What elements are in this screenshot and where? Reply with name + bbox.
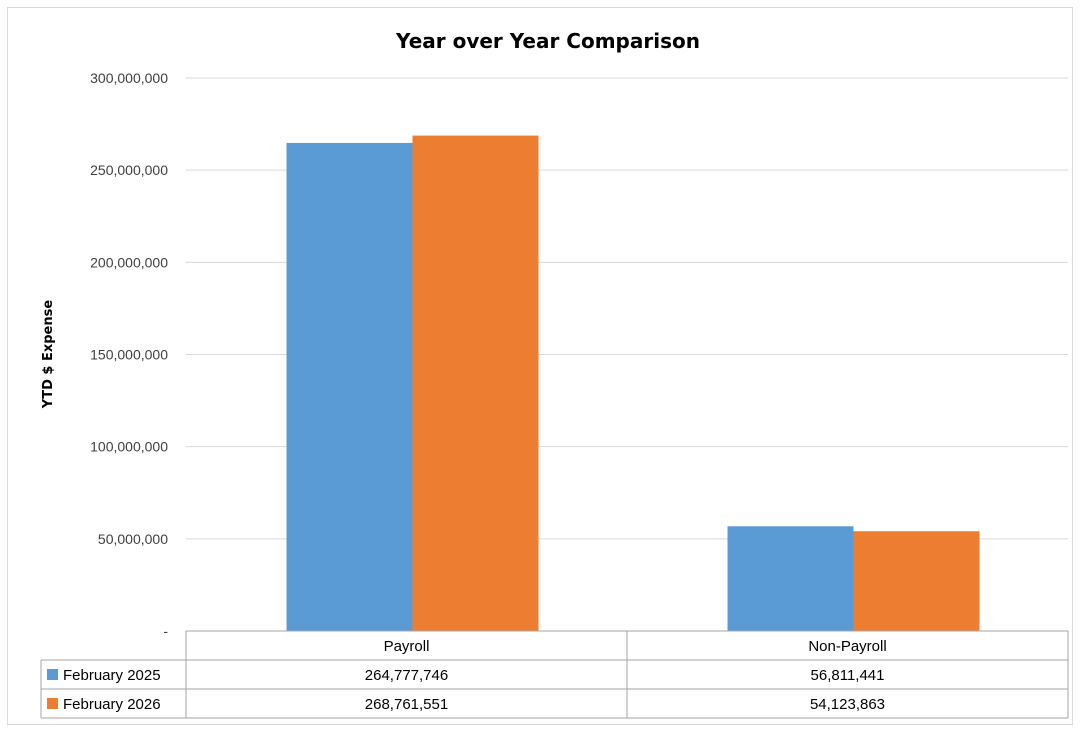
y-tick-label: 200,000,000 bbox=[90, 254, 168, 270]
data-label: 54,123,863 bbox=[810, 696, 885, 713]
bar bbox=[286, 142, 413, 631]
y-axis-label: YTD $ Expense bbox=[41, 300, 56, 410]
y-tick-label: 100,000,000 bbox=[90, 439, 168, 455]
y-tick-label: 50,000,000 bbox=[98, 531, 168, 547]
bars bbox=[286, 135, 980, 631]
data-table: Payroll Non-Payroll February 2025 264,777,7… bbox=[40, 630, 1069, 719]
data-label: 56,811,441 bbox=[811, 667, 885, 684]
data-label: 268,761,551 bbox=[365, 696, 448, 713]
y-tick-label: 250,000,000 bbox=[90, 162, 168, 178]
bar bbox=[412, 135, 539, 631]
legend-series-name: February 2026 bbox=[63, 696, 161, 713]
y-tick-label: - bbox=[163, 623, 168, 639]
category-label: Payroll bbox=[384, 638, 430, 655]
bar bbox=[853, 531, 980, 631]
y-tick-label: 300,000,000 bbox=[90, 70, 168, 86]
y-axis-ticks: - 50,000,000 100,000,000 150,000,000 200,000… bbox=[90, 70, 168, 639]
category-label: Non-Payroll bbox=[808, 638, 886, 655]
chart-title: Year over Year Comparison bbox=[395, 29, 700, 53]
y-tick-label: 150,000,000 bbox=[90, 347, 168, 363]
data-label: 264,777,746 bbox=[365, 667, 448, 684]
bar bbox=[727, 526, 854, 631]
legend-swatch bbox=[47, 669, 58, 680]
legend-series-name: February 2025 bbox=[63, 667, 161, 684]
legend-swatch bbox=[47, 698, 58, 709]
